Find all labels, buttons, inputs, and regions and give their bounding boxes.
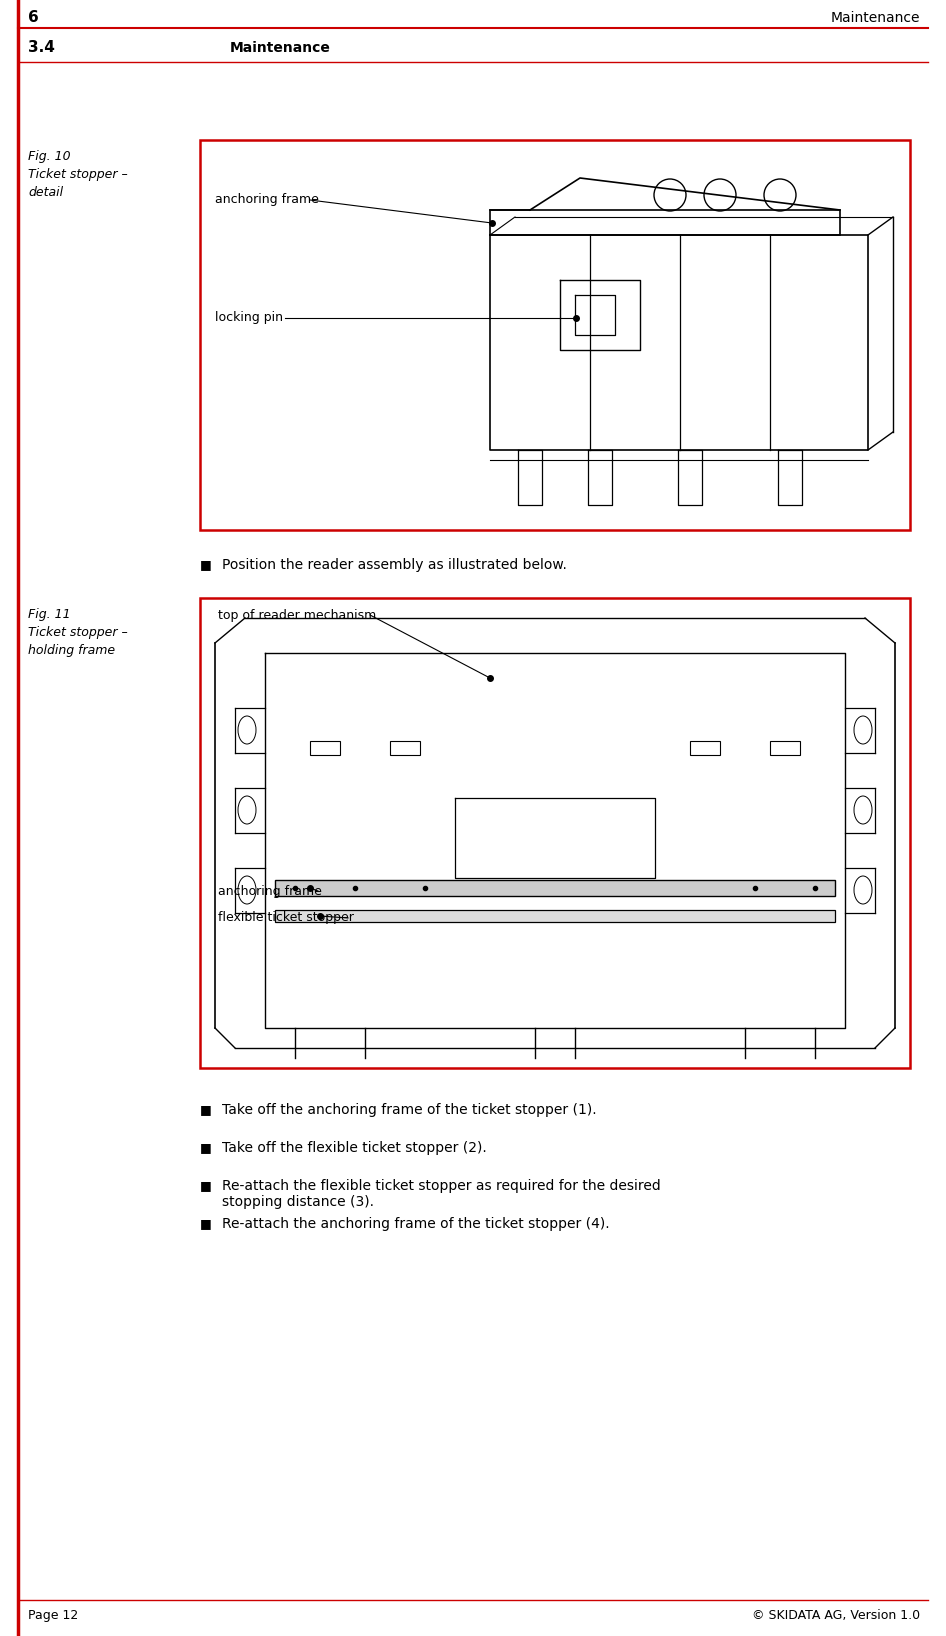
Text: anchoring frame: anchoring frame [215,193,319,206]
Text: ■: ■ [200,1140,212,1153]
Polygon shape [275,880,835,897]
Polygon shape [275,910,835,923]
Text: Maintenance: Maintenance [230,41,331,56]
Text: © SKIDATA AG, Version 1.0: © SKIDATA AG, Version 1.0 [752,1610,920,1623]
Text: Ticket stopper –: Ticket stopper – [28,627,128,640]
Bar [390,741,420,754]
Text: 3.4: 3.4 [28,41,55,56]
Text: Re-attach the anchoring frame of the ticket stopper (4).: Re-attach the anchoring frame of the tic… [222,1217,609,1230]
Text: top of reader mechanism: top of reader mechanism [218,609,377,622]
Text: anchoring frame: anchoring frame [218,885,322,898]
Text: Position the reader assembly as illustrated below.: Position the reader assembly as illustra… [222,558,567,573]
Text: Re-attach the flexible ticket stopper as required for the desired: Re-attach the flexible ticket stopper as… [222,1180,660,1193]
Bar [690,741,720,754]
Text: Page 12: Page 12 [28,1610,79,1623]
Polygon shape [490,209,840,236]
Bar [770,741,800,754]
Bar [200,141,910,530]
Text: ■: ■ [200,1103,212,1116]
Bar [310,741,340,754]
Text: ■: ■ [200,558,212,571]
Text: Take off the flexible ticket stopper (2).: Take off the flexible ticket stopper (2)… [222,1140,487,1155]
Text: holding frame: holding frame [28,645,115,658]
Text: stopping distance (3).: stopping distance (3). [222,1194,374,1209]
Text: Ticket stopper –: Ticket stopper – [28,169,128,182]
Text: ■: ■ [200,1180,212,1193]
Bar [200,599,910,1068]
Text: 6: 6 [28,10,39,26]
Text: Take off the anchoring frame of the ticket stopper (1).: Take off the anchoring frame of the tick… [222,1103,597,1117]
Text: Maintenance: Maintenance [831,11,920,25]
Text: ■: ■ [200,1217,212,1230]
Text: Fig. 10: Fig. 10 [28,151,71,164]
Text: Fig. 11: Fig. 11 [28,609,71,622]
Text: flexible ticket stopper: flexible ticket stopper [218,911,354,924]
Text: locking pin: locking pin [215,311,283,324]
Text: detail: detail [28,187,63,200]
